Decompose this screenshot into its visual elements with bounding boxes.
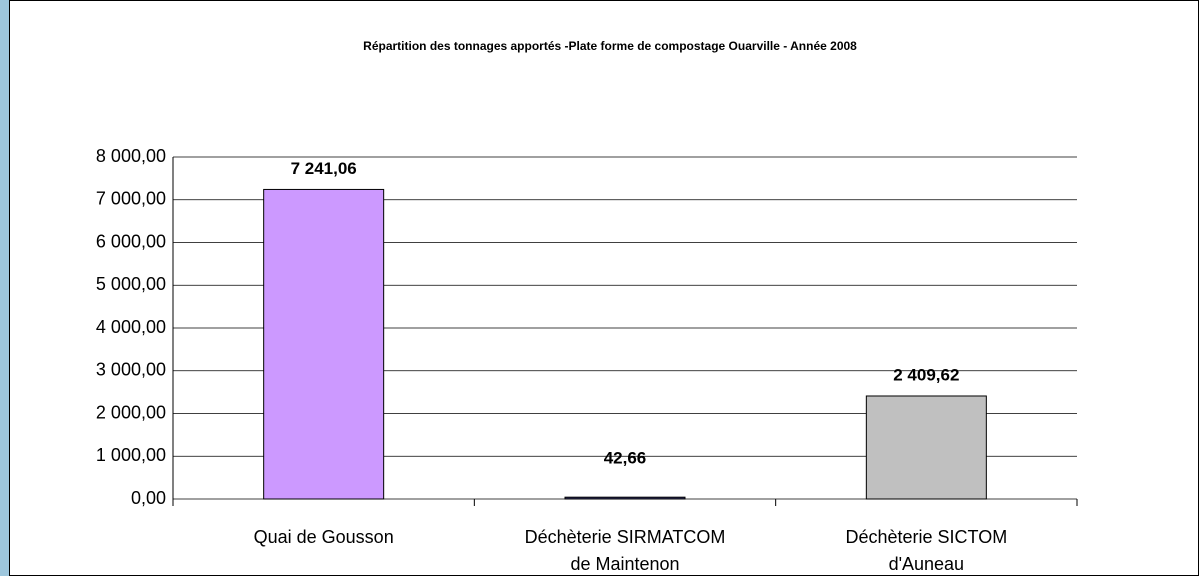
y-tick-label: 0,00 <box>131 488 166 508</box>
data-label: 2 409,62 <box>893 365 959 384</box>
x-tick-label: de Maintenon <box>570 554 679 574</box>
x-tick-label: d'Auneau <box>889 554 965 574</box>
chart-frame <box>9 0 1199 576</box>
bar <box>865 395 987 500</box>
y-tick-label: 1 000,00 <box>96 445 166 465</box>
bar <box>564 496 686 500</box>
y-tick-label: 7 000,00 <box>96 189 166 209</box>
bar <box>263 188 385 500</box>
y-tick-label: 6 000,00 <box>96 231 166 251</box>
chart-title: Répartition des tonnages apportés -Plate… <box>363 39 857 53</box>
y-tick-label: 2 000,00 <box>96 402 166 422</box>
y-tick-label: 5 000,00 <box>96 274 166 294</box>
y-tick-label: 4 000,00 <box>96 317 166 337</box>
y-tick-label: 8 000,00 <box>96 146 166 166</box>
data-label: 7 241,06 <box>291 159 357 178</box>
x-tick-label: Déchèterie SIRMATCOM <box>525 527 726 547</box>
data-label: 42,66 <box>604 448 647 467</box>
left-strip <box>0 0 9 576</box>
y-tick-label: 3 000,00 <box>96 360 166 380</box>
x-tick-label: Déchèterie SICTOM <box>845 527 1007 547</box>
x-tick-label: Quai de Gousson <box>254 527 394 547</box>
